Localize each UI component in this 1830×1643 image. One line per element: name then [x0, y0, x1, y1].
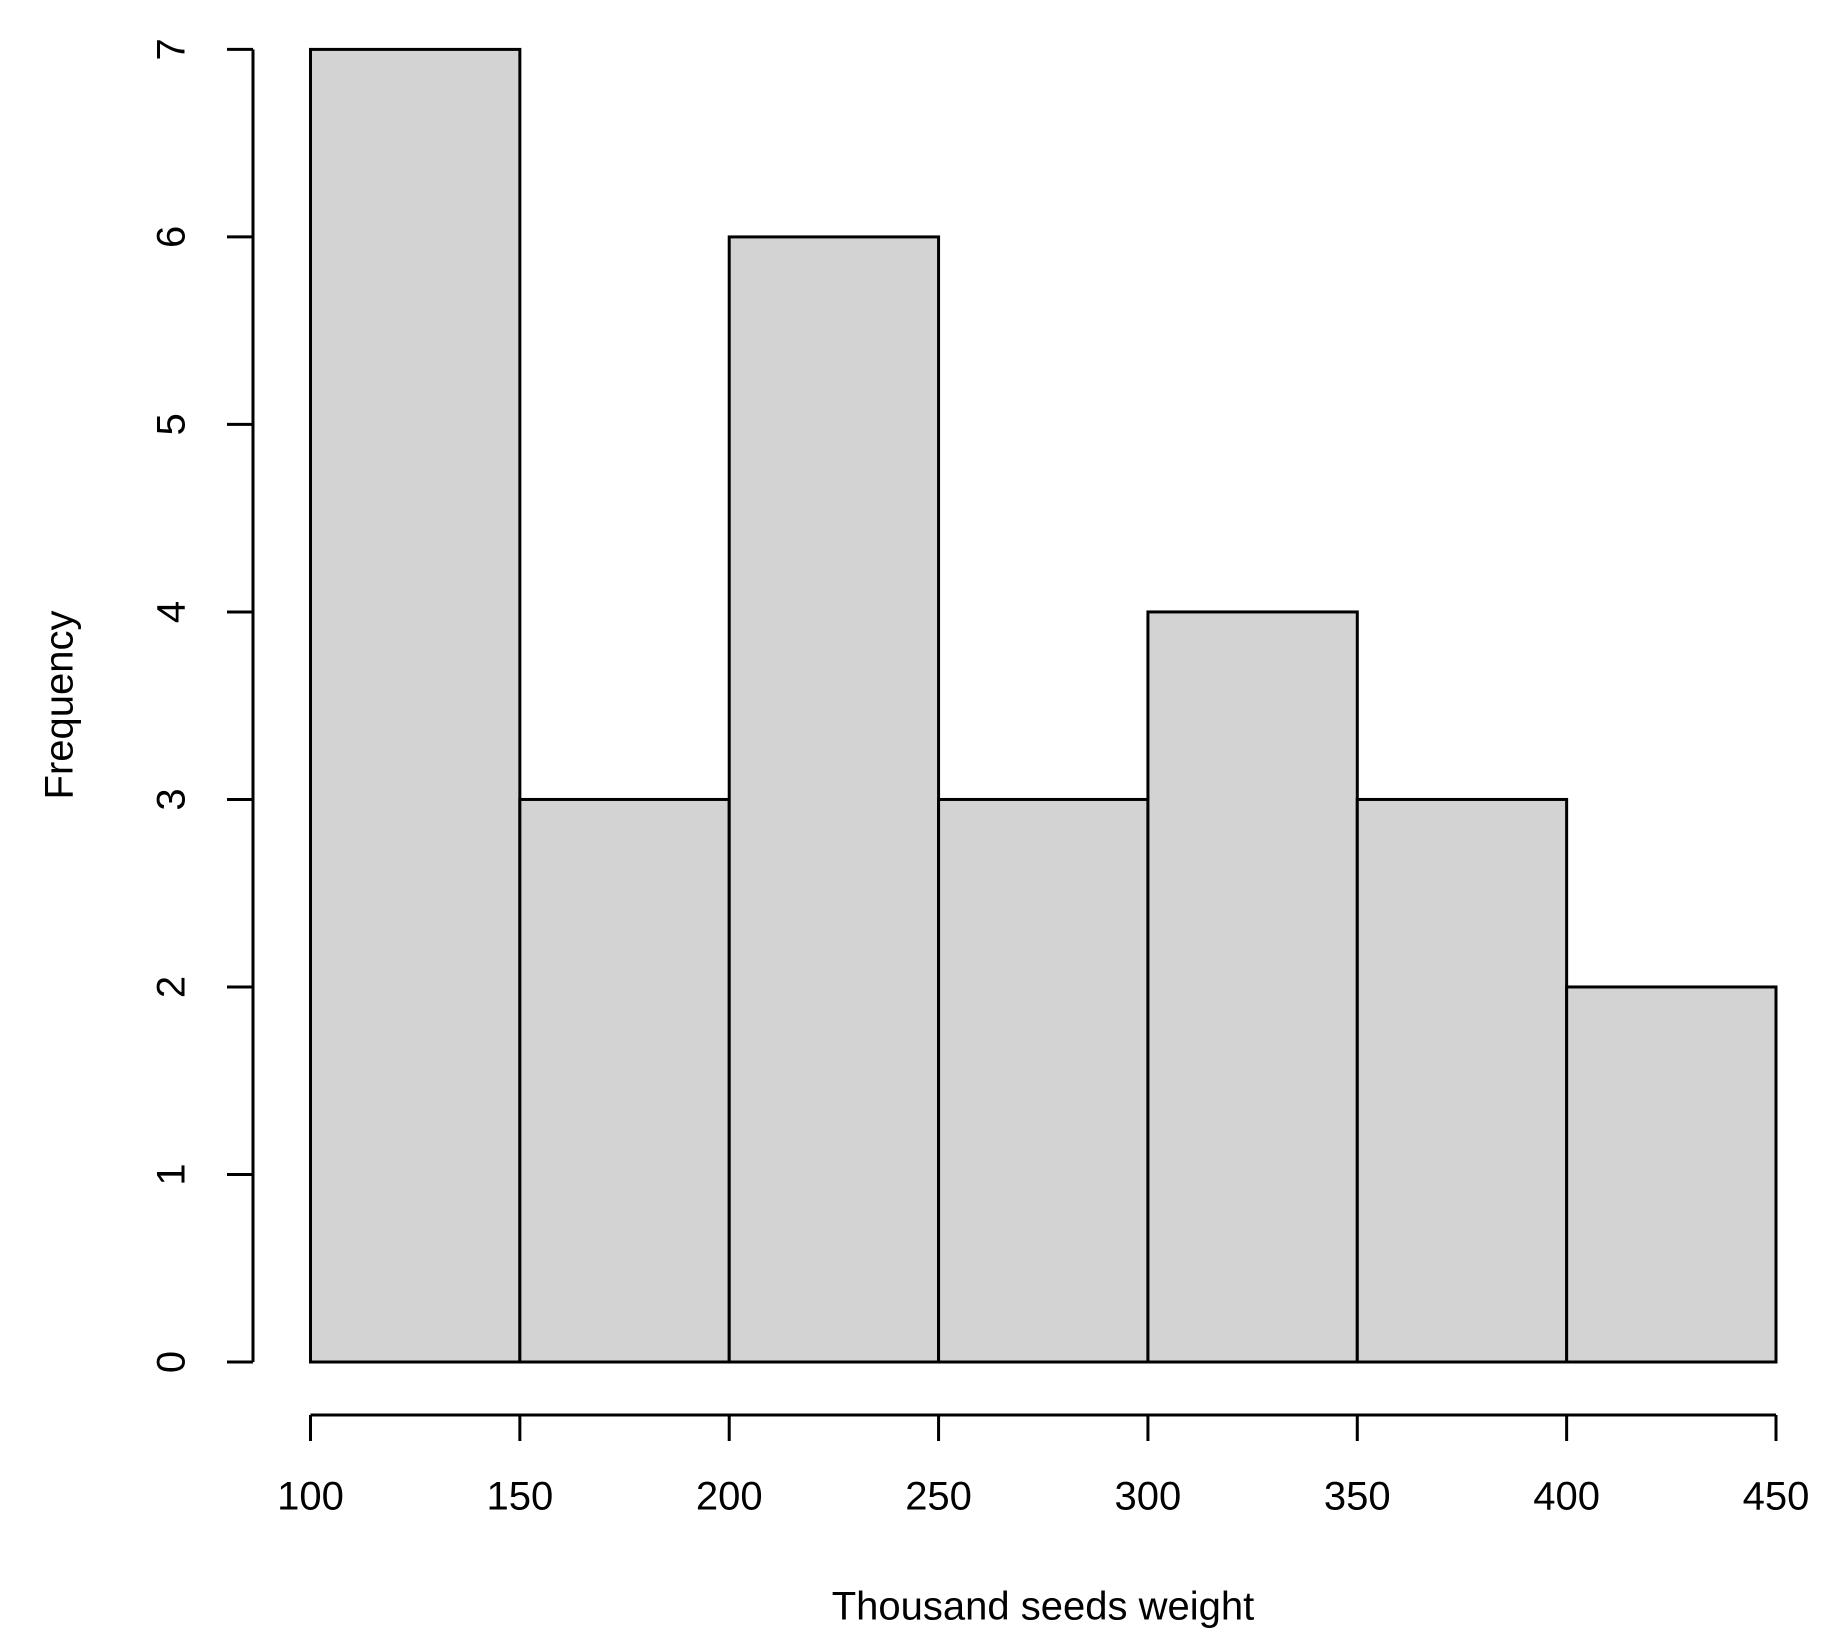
y-tick-label: 1	[150, 1163, 194, 1185]
x-tick-label: 100	[277, 1475, 344, 1519]
x-tick-label: 450	[1743, 1475, 1810, 1519]
y-tick-label: 4	[150, 601, 194, 623]
x-tick-label: 200	[696, 1475, 763, 1519]
y-tick-label: 3	[150, 788, 194, 810]
bar	[309, 47, 522, 1364]
bar	[1565, 985, 1778, 1364]
x-tick-label: 400	[1533, 1475, 1600, 1519]
x-tick-label: 350	[1324, 1475, 1391, 1519]
x-axis-label: Thousand seeds weight	[832, 1585, 1255, 1629]
bar	[937, 797, 1150, 1364]
y-tick-label: 6	[150, 226, 194, 248]
y-tick-label: 2	[150, 976, 194, 998]
bar	[518, 797, 731, 1364]
y-tick-label: 5	[150, 413, 194, 435]
x-tick-label: 150	[486, 1475, 553, 1519]
y-tick-label: 0	[150, 1351, 194, 1373]
bar	[1146, 610, 1359, 1364]
y-axis-label: Frequency	[38, 611, 82, 800]
bar	[1355, 797, 1569, 1364]
bar	[727, 235, 941, 1364]
x-tick-label: 250	[905, 1475, 972, 1519]
y-tick-label: 7	[150, 38, 194, 60]
x-tick-label: 300	[1115, 1475, 1182, 1519]
